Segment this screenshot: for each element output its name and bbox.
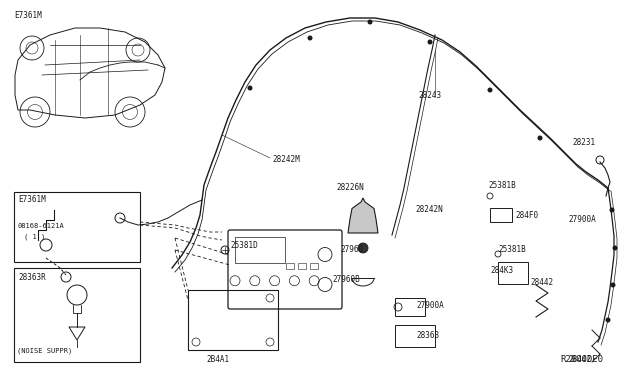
Text: E7361M: E7361M xyxy=(18,195,45,204)
Text: 25381D: 25381D xyxy=(230,241,258,250)
Circle shape xyxy=(612,246,618,250)
Circle shape xyxy=(538,135,543,141)
Bar xyxy=(490,208,512,222)
Text: 28243: 28243 xyxy=(418,91,441,100)
Bar xyxy=(310,263,318,269)
Text: (NOISE SUPPR): (NOISE SUPPR) xyxy=(17,347,72,353)
Text: 27900A: 27900A xyxy=(568,215,596,224)
Text: 284K3: 284K3 xyxy=(490,266,513,275)
Circle shape xyxy=(611,282,616,288)
Text: 27960B: 27960B xyxy=(332,275,360,284)
Bar xyxy=(498,262,528,284)
Bar xyxy=(235,237,285,263)
Text: 2B4A1: 2B4A1 xyxy=(206,355,229,364)
Text: 28442: 28442 xyxy=(568,355,591,364)
Text: ( 1 ): ( 1 ) xyxy=(24,233,45,240)
Text: 25381B: 25381B xyxy=(498,245,525,254)
Bar xyxy=(188,290,278,350)
Bar xyxy=(286,263,294,269)
Text: 28442: 28442 xyxy=(530,278,553,287)
Text: 28231: 28231 xyxy=(572,138,595,147)
Circle shape xyxy=(605,317,611,323)
Bar xyxy=(395,298,425,316)
Text: 28226N: 28226N xyxy=(336,183,364,192)
Text: 28242N: 28242N xyxy=(415,205,443,214)
Bar xyxy=(298,263,306,269)
Text: 27900A: 27900A xyxy=(416,301,444,310)
Bar xyxy=(14,192,140,262)
Circle shape xyxy=(358,243,368,253)
Bar xyxy=(395,325,435,347)
Text: 28363R: 28363R xyxy=(18,273,45,282)
Circle shape xyxy=(609,208,614,212)
Text: 08168-6121A: 08168-6121A xyxy=(18,223,65,229)
Text: 28242M: 28242M xyxy=(272,155,300,164)
Text: 27960: 27960 xyxy=(340,245,363,254)
Circle shape xyxy=(248,86,253,90)
Polygon shape xyxy=(348,198,378,233)
Bar xyxy=(14,268,140,362)
Circle shape xyxy=(307,35,312,41)
Circle shape xyxy=(428,39,433,45)
Text: R28000E0: R28000E0 xyxy=(560,355,603,364)
Text: 284F0: 284F0 xyxy=(515,211,538,220)
Circle shape xyxy=(488,87,493,93)
Text: E7361M: E7361M xyxy=(14,11,42,20)
Text: 25381B: 25381B xyxy=(488,181,516,190)
Text: 28363: 28363 xyxy=(416,331,439,340)
Circle shape xyxy=(367,19,372,25)
